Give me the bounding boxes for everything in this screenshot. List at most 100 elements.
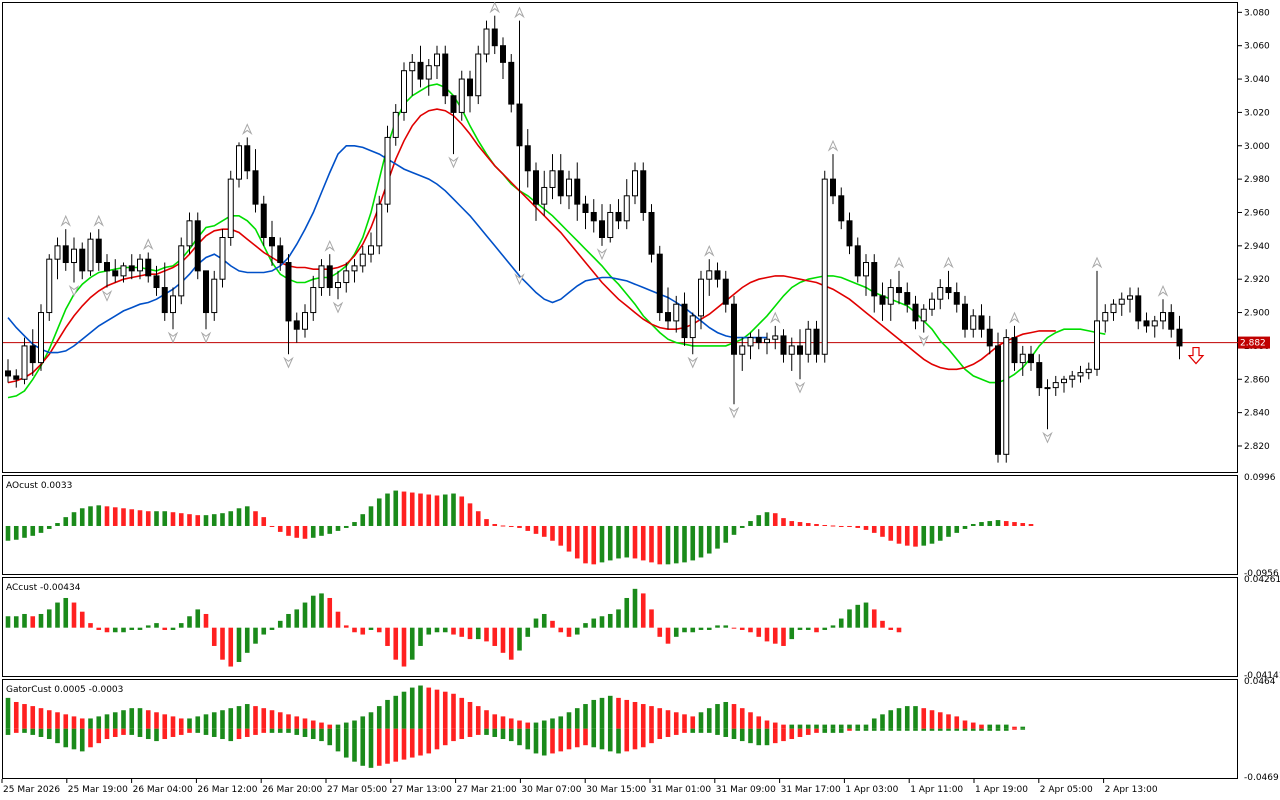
candle [516, 20, 523, 271]
histogram-bar [591, 618, 597, 628]
histogram-bar [401, 627, 407, 667]
gator-upper-bar [88, 718, 93, 729]
candle [1135, 287, 1142, 330]
sell-signal-down-arrow-icon [1187, 346, 1205, 365]
candle [590, 199, 597, 233]
candle [962, 295, 968, 338]
candle-body-bull [21, 345, 28, 380]
candle-body-bear [252, 170, 259, 205]
gator-lower-bar [954, 728, 960, 731]
histogram-bar [418, 493, 423, 526]
candle-body-bear [1036, 362, 1043, 389]
gator-upper-bar [591, 699, 597, 729]
gator-lower-bar [129, 728, 135, 735]
histogram-bar [789, 627, 795, 640]
candle [137, 254, 143, 280]
ao-pane-frame[interactable] [2, 475, 1238, 575]
time-tick-label: 30 Mar 15:00 [586, 785, 646, 795]
gator-upper-bar [706, 708, 712, 729]
candle [153, 265, 160, 296]
candle-body-bull [607, 211, 614, 239]
histogram-bar [558, 627, 564, 633]
histogram-bar [871, 525, 877, 533]
gator-upper-bar [970, 722, 976, 729]
ac-pane-frame[interactable] [2, 577, 1238, 677]
gator-lower-bar [467, 728, 473, 737]
gator-lower-bar [121, 728, 126, 735]
candle [1077, 365, 1084, 383]
candle-body-bull [318, 265, 325, 289]
gator-lower-bar [261, 728, 267, 733]
candle [194, 212, 201, 280]
gator-upper-bar [690, 716, 696, 729]
gator-upper-bar [764, 720, 770, 729]
candle [995, 332, 1001, 463]
gator-upper-bar [112, 712, 118, 729]
gator-upper-bar [781, 724, 786, 729]
gator-upper-bar [319, 722, 324, 729]
histogram-bar [112, 627, 118, 633]
histogram-bar [599, 616, 605, 628]
histogram-bar [855, 604, 861, 628]
candle-body-bear [978, 315, 985, 330]
gator-lower-bar [343, 728, 349, 758]
indicator-tick-label: 0.0996 [1244, 473, 1276, 483]
histogram-bar [682, 525, 687, 563]
histogram-bar [764, 627, 770, 642]
gator-lower-bar [327, 728, 333, 746]
candle [863, 254, 869, 296]
histogram-bar [409, 627, 415, 660]
histogram-bar [236, 627, 242, 662]
candle-body-bull [1044, 387, 1051, 390]
gator-upper-bar [121, 710, 126, 729]
candle [854, 237, 861, 283]
gator-lower-bar [715, 728, 720, 735]
histogram-bar [847, 609, 852, 628]
gator-lower-bar [937, 728, 943, 731]
time-tick-label: 2 Apr 13:00 [1105, 785, 1158, 795]
histogram-bar [104, 627, 110, 633]
histogram-bar [343, 625, 349, 628]
gator-upper-bar [385, 699, 390, 729]
histogram-bar [525, 627, 531, 637]
candle-body-bull [54, 245, 61, 260]
candle-body-bull [1061, 378, 1067, 384]
candle-body-bull [409, 61, 416, 72]
candle [1069, 370, 1076, 388]
candle-body-bear [615, 211, 622, 222]
histogram-bar [30, 616, 36, 628]
histogram-bar [946, 525, 951, 537]
candle-body-bull [351, 265, 358, 272]
gator-lower-bar [1003, 728, 1009, 731]
gator-upper-bar [937, 712, 943, 729]
gator-upper-bar [170, 716, 176, 729]
gator-lower-bar [79, 728, 85, 752]
candle [269, 220, 275, 266]
gator-lower-bar [896, 728, 902, 731]
candle-body-bear [500, 45, 506, 63]
current-price-value: 2.882 [1240, 339, 1266, 349]
candle-body-bull [483, 28, 490, 55]
candle [846, 212, 853, 255]
candle [797, 329, 803, 380]
gator-pane-frame[interactable] [2, 679, 1238, 779]
candle-body-bear [467, 78, 473, 97]
candle-body-bull [401, 70, 407, 113]
gator-lower-bar [71, 728, 77, 750]
candle-body-bull [71, 248, 77, 264]
gator-upper-bar [442, 691, 448, 729]
histogram-bar [302, 525, 308, 539]
candle-body-bull [772, 335, 779, 340]
main-pane-frame[interactable] [2, 2, 1238, 473]
histogram-bar [277, 525, 283, 532]
candle-body-bull [475, 53, 482, 97]
gator-upper-bar [896, 708, 902, 729]
histogram-bar [574, 627, 580, 635]
gator-lower-bar [805, 728, 811, 735]
candle [599, 204, 605, 246]
gator-lower-bar [203, 728, 209, 735]
gator-upper-bar [698, 712, 704, 729]
fractal-up-arrowhead-icon [1091, 256, 1103, 269]
histogram-bar [170, 512, 176, 526]
